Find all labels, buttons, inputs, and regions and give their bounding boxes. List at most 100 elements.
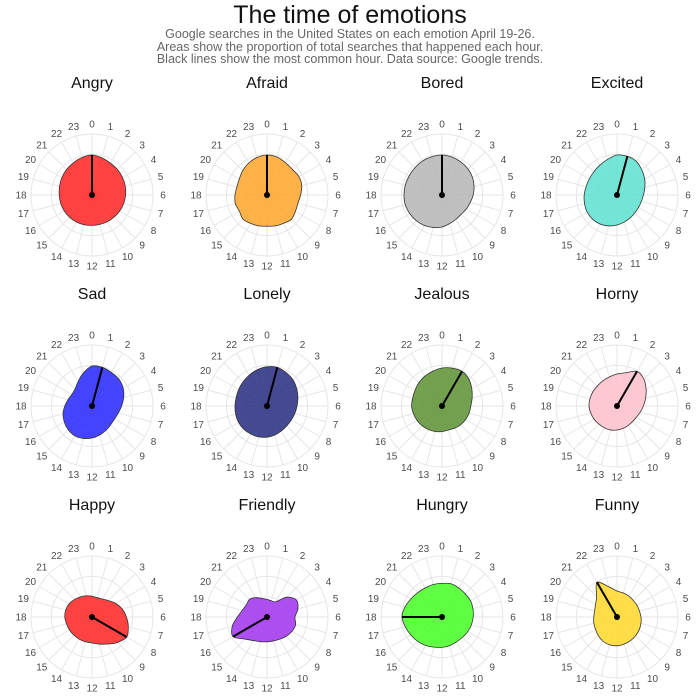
hour-label: 19 xyxy=(368,172,380,183)
emotion-area xyxy=(583,154,646,227)
hour-label: 22 xyxy=(401,129,413,140)
hour-label: 19 xyxy=(18,172,30,183)
hour-label: 21 xyxy=(211,140,223,151)
panel-title: Hungry xyxy=(416,497,468,514)
hour-label: 14 xyxy=(576,463,588,474)
hour-label: 6 xyxy=(510,613,516,624)
hour-label: 11 xyxy=(280,470,291,481)
hour-label: 14 xyxy=(51,463,63,474)
hour-label: 18 xyxy=(190,191,202,202)
hour-label: 11 xyxy=(105,470,116,481)
hour-label: 3 xyxy=(139,562,145,573)
panel-horny: Horny 0 1 2 3 4 5 6 7 8 9 10 11 12 13 14 15 16 17 18 19 20 21 2… xyxy=(537,286,697,486)
subtitle-line: Google searches in the United States on … xyxy=(165,27,535,41)
hour-label: 19 xyxy=(543,172,555,183)
panel-angry: Angry 0 1 2 3 4 5 6 7 8 9 10 11 12 13 14 15 16 17 18 19 20 21 2… xyxy=(12,75,172,275)
hour-label: 5 xyxy=(158,172,164,183)
hour-label: 9 xyxy=(314,241,320,252)
hour-label: 19 xyxy=(368,383,380,394)
hour-label: 10 xyxy=(472,674,484,685)
hour-label: 13 xyxy=(68,470,80,481)
emotion-area xyxy=(403,154,475,228)
hour-label: 14 xyxy=(576,252,588,263)
hour-label: 2 xyxy=(475,129,481,140)
panel-title: Funny xyxy=(594,497,640,514)
hour-label: 14 xyxy=(576,674,588,685)
hour-label: 4 xyxy=(151,155,157,166)
hour-label: 21 xyxy=(36,351,48,362)
hour-label: 2 xyxy=(475,340,481,351)
hour-label: 6 xyxy=(335,402,341,413)
panel-title: Horny xyxy=(595,286,639,303)
hour-label: 7 xyxy=(158,420,164,431)
hour-label: 7 xyxy=(508,209,514,220)
hour-label: 13 xyxy=(243,259,255,270)
hour-label: 3 xyxy=(664,351,670,362)
hour-label: 16 xyxy=(550,226,562,237)
hour-label: 17 xyxy=(193,420,205,431)
hour-label: 14 xyxy=(51,674,63,685)
hour-label: 0 xyxy=(614,331,620,342)
hour-label: 19 xyxy=(18,594,30,605)
hour-label: 6 xyxy=(160,613,166,624)
hour-label: 5 xyxy=(333,594,339,605)
hour-label: 16 xyxy=(25,226,37,237)
emotion-area xyxy=(231,596,299,643)
hour-label: 10 xyxy=(647,463,659,474)
hour-label: 21 xyxy=(561,351,573,362)
hour-label: 19 xyxy=(543,594,555,605)
hour-label: 3 xyxy=(489,140,495,151)
hour-label: 3 xyxy=(314,140,320,151)
hour-label: 17 xyxy=(18,209,30,220)
hour-label: 6 xyxy=(685,613,691,624)
peak-hour-line xyxy=(616,370,638,407)
hour-label: 11 xyxy=(105,259,116,270)
hour-label: 4 xyxy=(676,577,682,588)
hour-label: 8 xyxy=(151,648,157,659)
hour-label: 8 xyxy=(326,437,332,448)
hour-label: 23 xyxy=(243,333,255,344)
hour-label: 5 xyxy=(683,383,689,394)
hour-label: 14 xyxy=(401,463,413,474)
hour-label: 23 xyxy=(593,544,605,555)
hour-label: 21 xyxy=(211,351,223,362)
panel-title: Sad xyxy=(77,286,107,303)
hour-label: 9 xyxy=(314,452,320,463)
hour-label: 23 xyxy=(68,544,80,555)
hour-label: 20 xyxy=(550,366,562,377)
hour-label: 22 xyxy=(51,551,63,562)
hour-label: 1 xyxy=(108,333,114,344)
hour-label: 21 xyxy=(561,140,573,151)
hour-label: 6 xyxy=(685,191,691,202)
hour-label: 2 xyxy=(300,340,306,351)
hour-label: 17 xyxy=(368,631,380,642)
hour-label: 11 xyxy=(630,470,641,481)
hour-label: 19 xyxy=(368,594,380,605)
peak-hour-line xyxy=(596,581,618,618)
hour-label: 18 xyxy=(365,191,377,202)
hour-label: 5 xyxy=(508,172,514,183)
hour-label: 6 xyxy=(510,191,516,202)
hour-label: 8 xyxy=(676,437,682,448)
hour-label: 8 xyxy=(326,648,332,659)
center-dot xyxy=(614,614,620,620)
panel-title: Friendly xyxy=(238,497,296,514)
hour-label: 9 xyxy=(314,663,320,674)
hour-label: 16 xyxy=(200,226,212,237)
hour-label: 3 xyxy=(489,351,495,362)
hour-label: 8 xyxy=(151,437,157,448)
hour-label: 1 xyxy=(633,333,639,344)
hour-label: 0 xyxy=(439,542,445,553)
hour-label: 10 xyxy=(297,463,309,474)
hour-label: 19 xyxy=(18,383,30,394)
hour-label: 9 xyxy=(489,241,495,252)
center-dot xyxy=(439,192,445,198)
hour-label: 1 xyxy=(633,544,639,555)
hour-label: 23 xyxy=(243,544,255,555)
hour-label: 20 xyxy=(200,366,212,377)
hour-label: 0 xyxy=(614,542,620,553)
